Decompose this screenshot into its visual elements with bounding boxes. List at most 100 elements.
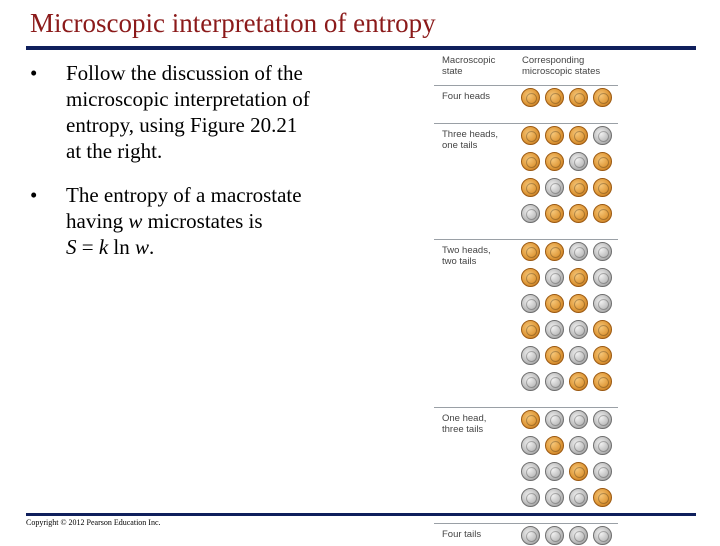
bullet-item-figure-reference: • Follow the discussion of the microscop…	[30, 60, 390, 164]
variable-w: w	[128, 209, 143, 233]
coin-heads-icon	[593, 346, 612, 365]
coin-heads-icon	[569, 462, 588, 481]
coin-tails-icon	[545, 410, 564, 429]
period: .	[149, 235, 155, 259]
coin-tails-icon	[521, 204, 540, 223]
coin-heads-icon	[569, 294, 588, 313]
figure-divider	[434, 123, 618, 124]
coin-heads-icon	[593, 488, 612, 507]
bullet-line: at the right.	[66, 139, 163, 163]
coin-heads-icon	[521, 410, 540, 429]
coin-tails-icon	[593, 294, 612, 313]
header-line: Macroscopic	[442, 55, 496, 66]
ln-operator: ln	[108, 235, 136, 259]
coin-tails-icon	[521, 294, 540, 313]
coin-heads-icon	[569, 126, 588, 145]
equals-sign: =	[76, 235, 99, 259]
coin-tails-icon	[521, 488, 540, 507]
title-underline	[26, 46, 696, 50]
coin-tails-icon	[545, 268, 564, 287]
coin-microstates-figure: Macroscopic state Corresponding microsco…	[434, 55, 618, 545]
coin-tails-icon	[521, 346, 540, 365]
coin-tails-icon	[569, 346, 588, 365]
coin-tails-icon	[569, 436, 588, 455]
macrostate-label: Four heads	[442, 91, 520, 102]
coin-tails-icon	[521, 372, 540, 391]
variable-w: w	[135, 235, 150, 259]
figure-divider	[434, 85, 618, 86]
coin-heads-icon	[593, 88, 612, 107]
bullet-marker: •	[30, 61, 38, 85]
coin-tails-icon	[521, 462, 540, 481]
coin-heads-icon	[545, 88, 564, 107]
coin-tails-icon	[569, 410, 588, 429]
coin-heads-icon	[569, 88, 588, 107]
coin-tails-icon	[545, 372, 564, 391]
bullet-marker: •	[30, 183, 38, 207]
coin-tails-icon	[593, 126, 612, 145]
macrostate-label: One head, three tails	[442, 413, 520, 435]
coin-tails-icon	[545, 526, 564, 545]
coin-heads-icon	[545, 346, 564, 365]
macrostate-label: Four tails	[442, 529, 520, 540]
macrostate-label-line: Three heads,	[442, 129, 498, 140]
variable-S: S	[66, 235, 77, 259]
figure-divider	[434, 239, 618, 240]
figure-header-macroscopic: Macroscopic state	[442, 55, 522, 77]
coin-tails-icon	[545, 178, 564, 197]
coin-tails-icon	[521, 526, 540, 545]
copyright-notice: Copyright © 2012 Pearson Education Inc.	[26, 518, 161, 527]
coin-heads-icon	[569, 204, 588, 223]
macrostate-label-line: Four tails	[442, 529, 482, 540]
coin-tails-icon	[569, 242, 588, 261]
coin-heads-icon	[593, 204, 612, 223]
bullet-line-prefix: having	[66, 209, 129, 233]
slide-title: Microscopic interpretation of entropy	[30, 8, 436, 38]
bullet-list: • Follow the discussion of the microscop…	[30, 60, 390, 278]
coin-tails-icon	[569, 488, 588, 507]
coin-tails-icon	[593, 436, 612, 455]
macrostate-label-line: One head,	[442, 413, 487, 424]
coin-heads-icon	[521, 178, 540, 197]
footer-rule	[26, 513, 696, 516]
coin-heads-icon	[545, 204, 564, 223]
coin-heads-icon	[593, 178, 612, 197]
coin-heads-icon	[545, 294, 564, 313]
coin-heads-icon	[569, 178, 588, 197]
coin-heads-icon	[569, 268, 588, 287]
macrostate-label-line: one tails	[442, 140, 478, 151]
coin-tails-icon	[593, 462, 612, 481]
coin-tails-icon	[545, 462, 564, 481]
coin-heads-icon	[521, 242, 540, 261]
coin-tails-icon	[569, 526, 588, 545]
macrostate-label-line: Two heads,	[442, 245, 491, 256]
variable-k: k	[98, 235, 109, 259]
macrostate-label: Two heads, two tails	[442, 245, 520, 267]
coin-tails-icon	[593, 526, 612, 545]
coin-heads-icon	[593, 152, 612, 171]
bullet-line: microscopic interpretation of	[66, 87, 310, 111]
coin-heads-icon	[521, 320, 540, 339]
coin-tails-icon	[545, 488, 564, 507]
coin-heads-icon	[593, 372, 612, 391]
bullet-line: The entropy of a macrostate	[66, 183, 302, 207]
figure-divider	[434, 407, 618, 408]
bullet-item-entropy-formula: • The entropy of a macrostate having w m…	[30, 182, 390, 260]
header-line: microscopic states	[522, 66, 601, 77]
macrostate-label-line: three tails	[442, 424, 484, 435]
coin-heads-icon	[545, 126, 564, 145]
bullet-line: Follow the discussion of the	[66, 61, 303, 85]
coin-heads-icon	[545, 152, 564, 171]
figure-header-microscopic: Corresponding microscopic states	[522, 55, 622, 77]
coin-heads-icon	[521, 268, 540, 287]
coin-heads-icon	[545, 436, 564, 455]
macrostate-label-line: Four heads	[442, 91, 491, 102]
coin-tails-icon	[569, 320, 588, 339]
coin-tails-icon	[593, 242, 612, 261]
figure-divider	[434, 523, 618, 524]
macrostate-label-line: two tails	[442, 256, 477, 267]
macrostate-label: Three heads, one tails	[442, 129, 520, 151]
header-line: state	[442, 66, 463, 77]
coin-heads-icon	[521, 126, 540, 145]
coin-tails-icon	[521, 436, 540, 455]
